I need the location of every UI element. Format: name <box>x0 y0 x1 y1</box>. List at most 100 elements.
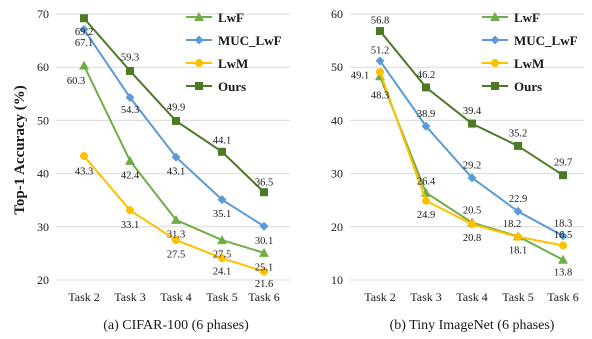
y-axis-label: Top-1 Accuracy (%) <box>12 85 28 214</box>
y-tick-label: 20 <box>331 220 343 234</box>
data-label: 56.8 <box>371 16 389 27</box>
data-point <box>79 60 89 70</box>
data-point <box>259 247 269 257</box>
data-point <box>172 236 180 245</box>
legend: LwF MUC_LwF LwM Ours <box>482 10 578 94</box>
data-point <box>260 267 268 276</box>
series-lwm <box>376 67 567 250</box>
y-tick-label: 40 <box>37 167 49 181</box>
y-tick-label: 20 <box>37 273 49 287</box>
data-point <box>218 147 226 156</box>
x-tick-label: Task 2 <box>364 290 396 304</box>
y-tick-label: 40 <box>331 113 343 127</box>
data-point <box>422 83 430 92</box>
legend-marker <box>490 35 500 45</box>
data-label: 59.3 <box>121 52 139 63</box>
data-point <box>513 206 523 216</box>
legend-marker <box>194 12 204 21</box>
data-point <box>125 93 135 103</box>
data-label: 35.1 <box>213 209 231 220</box>
data-label: 29.2 <box>463 160 481 171</box>
data-label: 26.4 <box>417 176 436 187</box>
series-line <box>379 30 564 177</box>
data-point <box>126 66 134 75</box>
data-point <box>558 231 568 241</box>
legend-label: LwM <box>514 56 544 71</box>
data-point <box>375 56 385 66</box>
data-point <box>171 152 181 162</box>
data-label: 18.1 <box>509 245 527 256</box>
data-point <box>172 116 180 125</box>
y-tick-label: 50 <box>331 60 343 74</box>
legend-label: MUC_LwF <box>514 33 578 48</box>
legend-marker <box>194 35 204 45</box>
data-point <box>514 141 522 150</box>
data-label: 13.8 <box>554 267 572 278</box>
data-label: 69.2 <box>75 27 93 38</box>
data-label: 33.1 <box>121 220 139 231</box>
data-label: 27.5 <box>213 250 231 261</box>
series-ours <box>376 27 567 180</box>
data-point <box>125 155 135 165</box>
data-label: 22.9 <box>509 194 527 205</box>
data-point <box>217 235 227 245</box>
data-label: 49.1 <box>351 70 369 81</box>
data-label: 36.5 <box>255 178 273 189</box>
data-label: 18.3 <box>554 218 572 229</box>
legend-label: LwF <box>218 10 244 25</box>
chart-panel-cifar100: 20 30 40 50 60 70 Task 2 Task 3 Task 4 Task 5 Task… <box>37 7 290 333</box>
legend-label: Ours <box>218 79 246 94</box>
x-tick-label: Task 3 <box>410 290 442 304</box>
data-label: 16.5 <box>554 230 572 241</box>
x-tick-label: Task 4 <box>456 290 488 304</box>
legend-marker <box>491 59 499 67</box>
data-label: 49.9 <box>167 102 185 113</box>
x-tick-label: Task 5 <box>502 290 534 304</box>
data-point <box>468 119 476 128</box>
data-label: 18.2 <box>503 219 521 230</box>
chart-caption: (a) CIFAR-100 (6 phases) <box>103 318 249 333</box>
data-point <box>259 221 269 231</box>
y-tick-label: 30 <box>37 220 49 234</box>
series-lwf <box>79 60 269 257</box>
x-tick-label: Task 6 <box>248 290 280 304</box>
y-tick-label: 60 <box>331 7 343 21</box>
data-point <box>376 67 384 76</box>
x-tick-label: Task 5 <box>206 290 238 304</box>
legend: LwF MUC_LwF LwM Ours <box>186 10 282 94</box>
y-tick-label: 50 <box>37 113 49 127</box>
data-point <box>80 152 88 161</box>
data-label: 44.1 <box>213 135 231 146</box>
data-point <box>218 254 226 263</box>
series-muc-lwf <box>375 56 568 241</box>
data-label: 43.3 <box>75 167 93 178</box>
data-point <box>559 171 567 180</box>
y-tick-label: 30 <box>331 167 343 181</box>
y-tick-label: 60 <box>37 60 49 74</box>
legend-label: MUC_LwF <box>218 33 282 48</box>
chart-caption: (b) Tiny ImageNet (6 phases) <box>390 318 555 333</box>
data-label: 54.3 <box>121 105 139 116</box>
data-point <box>514 232 522 241</box>
legend-label: Ours <box>514 79 542 94</box>
data-label: 46.2 <box>417 70 435 81</box>
x-tick-label: Task 4 <box>160 290 192 304</box>
data-label: 35.2 <box>509 128 527 139</box>
data-label: 20.8 <box>463 233 481 244</box>
data-label: 48.3 <box>371 91 389 102</box>
data-label: 38.9 <box>417 109 435 120</box>
data-label: 27.5 <box>167 250 185 261</box>
data-label: 25.1 <box>255 262 273 273</box>
data-label: 24.1 <box>213 267 231 278</box>
legend-label: LwM <box>218 56 248 71</box>
data-point <box>376 27 384 36</box>
data-point <box>559 241 567 250</box>
data-point <box>126 206 134 215</box>
data-label: 21.6 <box>255 279 273 290</box>
series-ours <box>80 14 268 197</box>
chart-panel-tiny-imagenet: 10 20 30 40 50 60 Task 2 Task 3 Task 4 Task 5 Task… <box>331 7 584 333</box>
data-label: 29.7 <box>554 158 572 169</box>
data-label: 51.2 <box>371 45 389 56</box>
data-point <box>422 196 430 205</box>
data-point <box>79 24 89 34</box>
